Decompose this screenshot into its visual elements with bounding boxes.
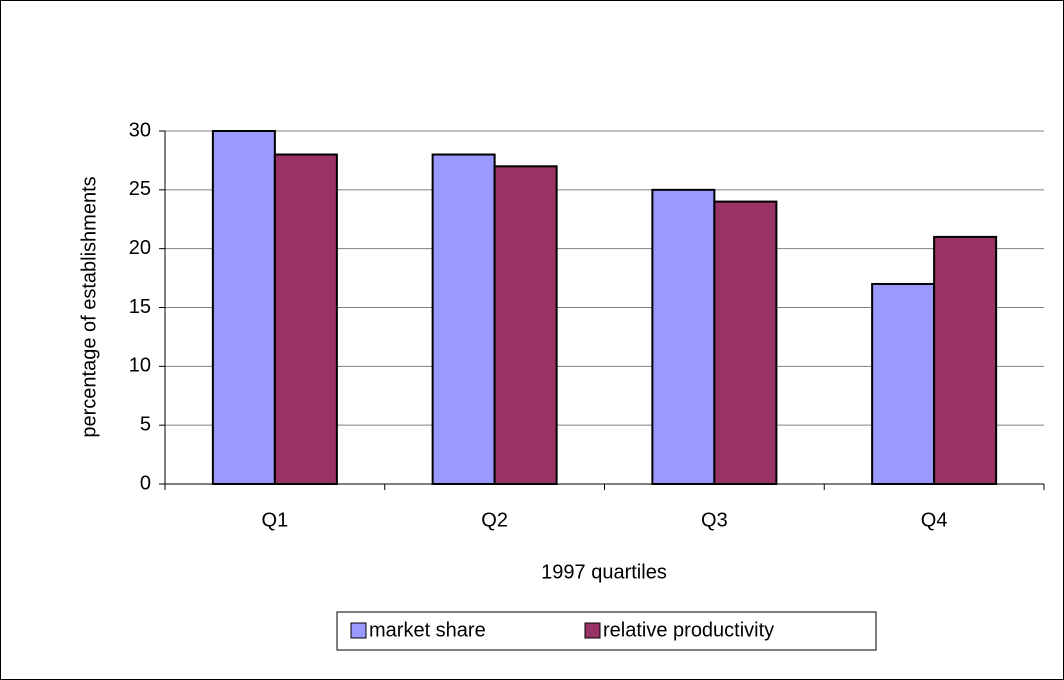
x-axis-title: 1997 quartiles — [541, 561, 667, 583]
bar — [211, 130, 276, 485]
x-tick-label: Q3 — [701, 509, 728, 531]
bar — [431, 153, 496, 486]
y-axis-title: percentage of establishments — [78, 176, 100, 437]
y-tick-label: 15 — [129, 296, 151, 318]
bar — [933, 235, 998, 485]
bar — [713, 200, 778, 485]
bar — [273, 153, 338, 486]
y-tick-label: 10 — [129, 355, 151, 377]
legend-label: relative productivity — [603, 619, 774, 641]
legend-box — [336, 611, 877, 651]
bar — [651, 188, 716, 485]
y-tick-label: 20 — [129, 237, 151, 259]
legend-swatch — [350, 622, 367, 639]
bar — [871, 282, 936, 486]
legend-swatch — [584, 622, 601, 639]
x-tick-label: Q4 — [921, 509, 948, 531]
y-tick-label: 25 — [129, 178, 151, 200]
y-tick-label: 5 — [140, 413, 151, 435]
legend-label: market share — [369, 619, 486, 641]
y-tick-label: 30 — [129, 119, 151, 141]
y-tick-label: 0 — [140, 472, 151, 494]
bar — [493, 165, 558, 486]
x-tick-label: Q1 — [262, 509, 289, 531]
x-tick-label: Q2 — [481, 509, 508, 531]
